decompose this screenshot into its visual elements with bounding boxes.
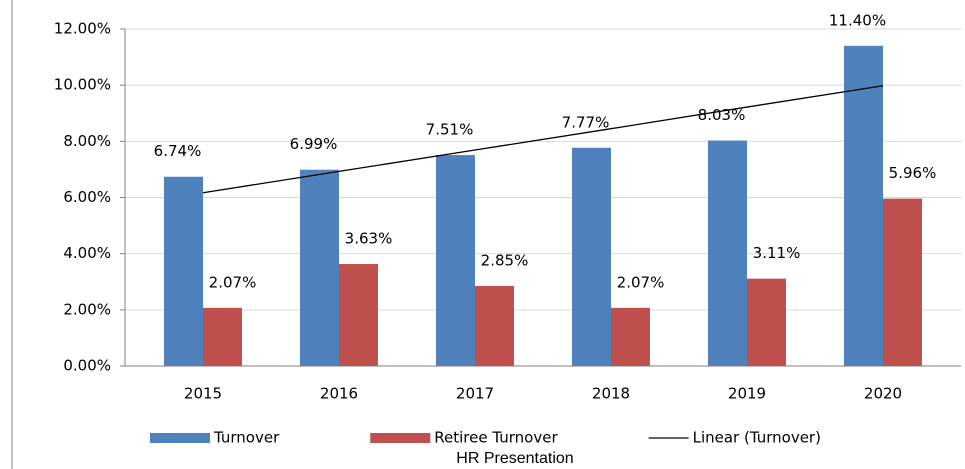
legend-label: Linear (Turnover) <box>693 429 821 447</box>
legend-swatch <box>370 433 431 443</box>
data-label: 6.74% <box>154 142 202 160</box>
x-tick-label: 2017 <box>456 385 494 403</box>
data-label: 2.07% <box>617 273 665 291</box>
legend-label: Turnover <box>213 429 280 447</box>
bar <box>883 198 922 366</box>
data-label: 2.85% <box>481 251 529 269</box>
data-label: 3.63% <box>345 230 393 248</box>
y-tick-label: 10.00% <box>54 76 111 94</box>
y-tick-label: 4.00% <box>63 244 111 262</box>
trend-line <box>202 85 884 194</box>
bar <box>747 278 786 366</box>
legend-label: Retiree Turnover <box>434 429 558 447</box>
bar <box>339 264 378 366</box>
bar <box>572 147 611 366</box>
y-tick-label: 6.00% <box>63 188 111 206</box>
bar <box>611 307 650 366</box>
x-tick-label: 2015 <box>184 385 222 403</box>
y-tick-label: 2.00% <box>63 300 111 318</box>
data-label: 11.40% <box>829 11 886 29</box>
data-label: 7.77% <box>562 113 610 131</box>
footer: HR Presentation <box>456 450 573 467</box>
data-label: 2.07% <box>209 273 257 291</box>
y-tick-label: 12.00% <box>54 20 111 38</box>
y-tick-label: 8.00% <box>63 132 111 150</box>
data-label: 3.11% <box>753 244 801 262</box>
data-label: 7.51% <box>426 121 474 139</box>
data-label: 5.96% <box>889 164 937 182</box>
x-tick-label: 2016 <box>320 385 358 403</box>
bar <box>300 169 339 366</box>
y-tick-label: 0.00% <box>63 357 111 375</box>
bar <box>203 307 242 366</box>
bar <box>436 155 475 366</box>
data-label: 8.03% <box>698 106 746 124</box>
bar <box>164 176 203 366</box>
x-tick-label: 2018 <box>592 385 630 403</box>
bar <box>475 285 514 366</box>
bar <box>844 45 883 366</box>
x-tick-label: 2019 <box>728 385 766 403</box>
x-tick-label: 2020 <box>864 385 902 403</box>
legend-swatch <box>150 433 210 443</box>
bar <box>708 140 747 366</box>
data-label: 6.99% <box>290 135 338 153</box>
